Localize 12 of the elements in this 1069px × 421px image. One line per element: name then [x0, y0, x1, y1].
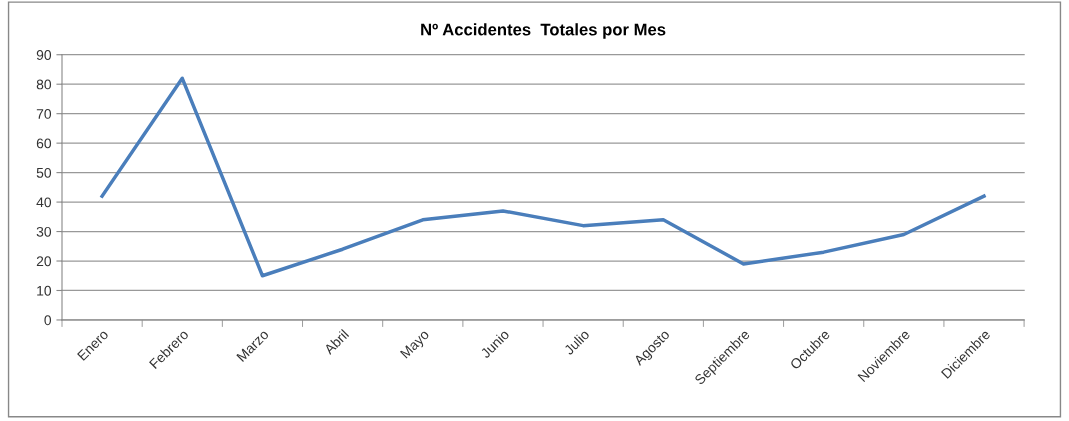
- chart-title: Nº Accidentes Totales por Mes: [421, 23, 666, 39]
- y-tick-label: 0: [44, 315, 52, 326]
- y-tick-label: 30: [36, 226, 52, 237]
- y-tick-label: 80: [36, 79, 52, 90]
- y-tick-label: 40: [36, 197, 52, 208]
- y-tick-label: 70: [36, 109, 52, 119]
- y-tick-label: 50: [36, 167, 52, 178]
- y-tick-label: 10: [37, 285, 52, 296]
- y-tick-label: 60: [36, 138, 52, 149]
- line-series: [100, 76, 986, 278]
- y-tick-label: 90: [36, 50, 52, 60]
- y-tick-label: 20: [36, 256, 52, 267]
